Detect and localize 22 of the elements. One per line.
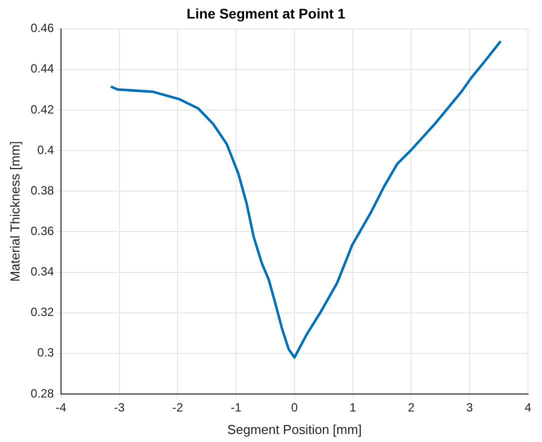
- y-tick-label: 0.38: [30, 183, 54, 198]
- chart-title: Line Segment at Point 1: [186, 5, 346, 22]
- y-tick-label: 0.34: [30, 264, 54, 279]
- x-tick-label: -2: [172, 400, 184, 415]
- y-tick-label: 0.42: [30, 102, 54, 116]
- x-tick-label: -1: [230, 400, 242, 415]
- y-tick-label: 0.3: [37, 346, 54, 360]
- x-tick-label: 2: [408, 400, 415, 415]
- x-tick-label: 4: [524, 400, 532, 415]
- x-tick-label: 0: [291, 400, 298, 415]
- y-axis-title: Material Thickness [mm]: [7, 141, 22, 282]
- x-tick-label: 1: [350, 400, 357, 415]
- x-axis-title: Segment Position [mm]: [227, 422, 362, 437]
- y-tick-label: 0.36: [30, 224, 54, 238]
- y-tick-label: 0.46: [30, 21, 54, 36]
- x-tick-label: -4: [56, 400, 67, 415]
- x-tick-label: 3: [466, 400, 474, 415]
- x-tick-label: -3: [114, 400, 125, 415]
- y-tick-label: 0.32: [30, 305, 54, 320]
- y-tick-label: 0.4: [37, 142, 54, 157]
- y-tick-label: 0.44: [30, 62, 54, 76]
- y-tick-label: 0.28: [30, 386, 54, 400]
